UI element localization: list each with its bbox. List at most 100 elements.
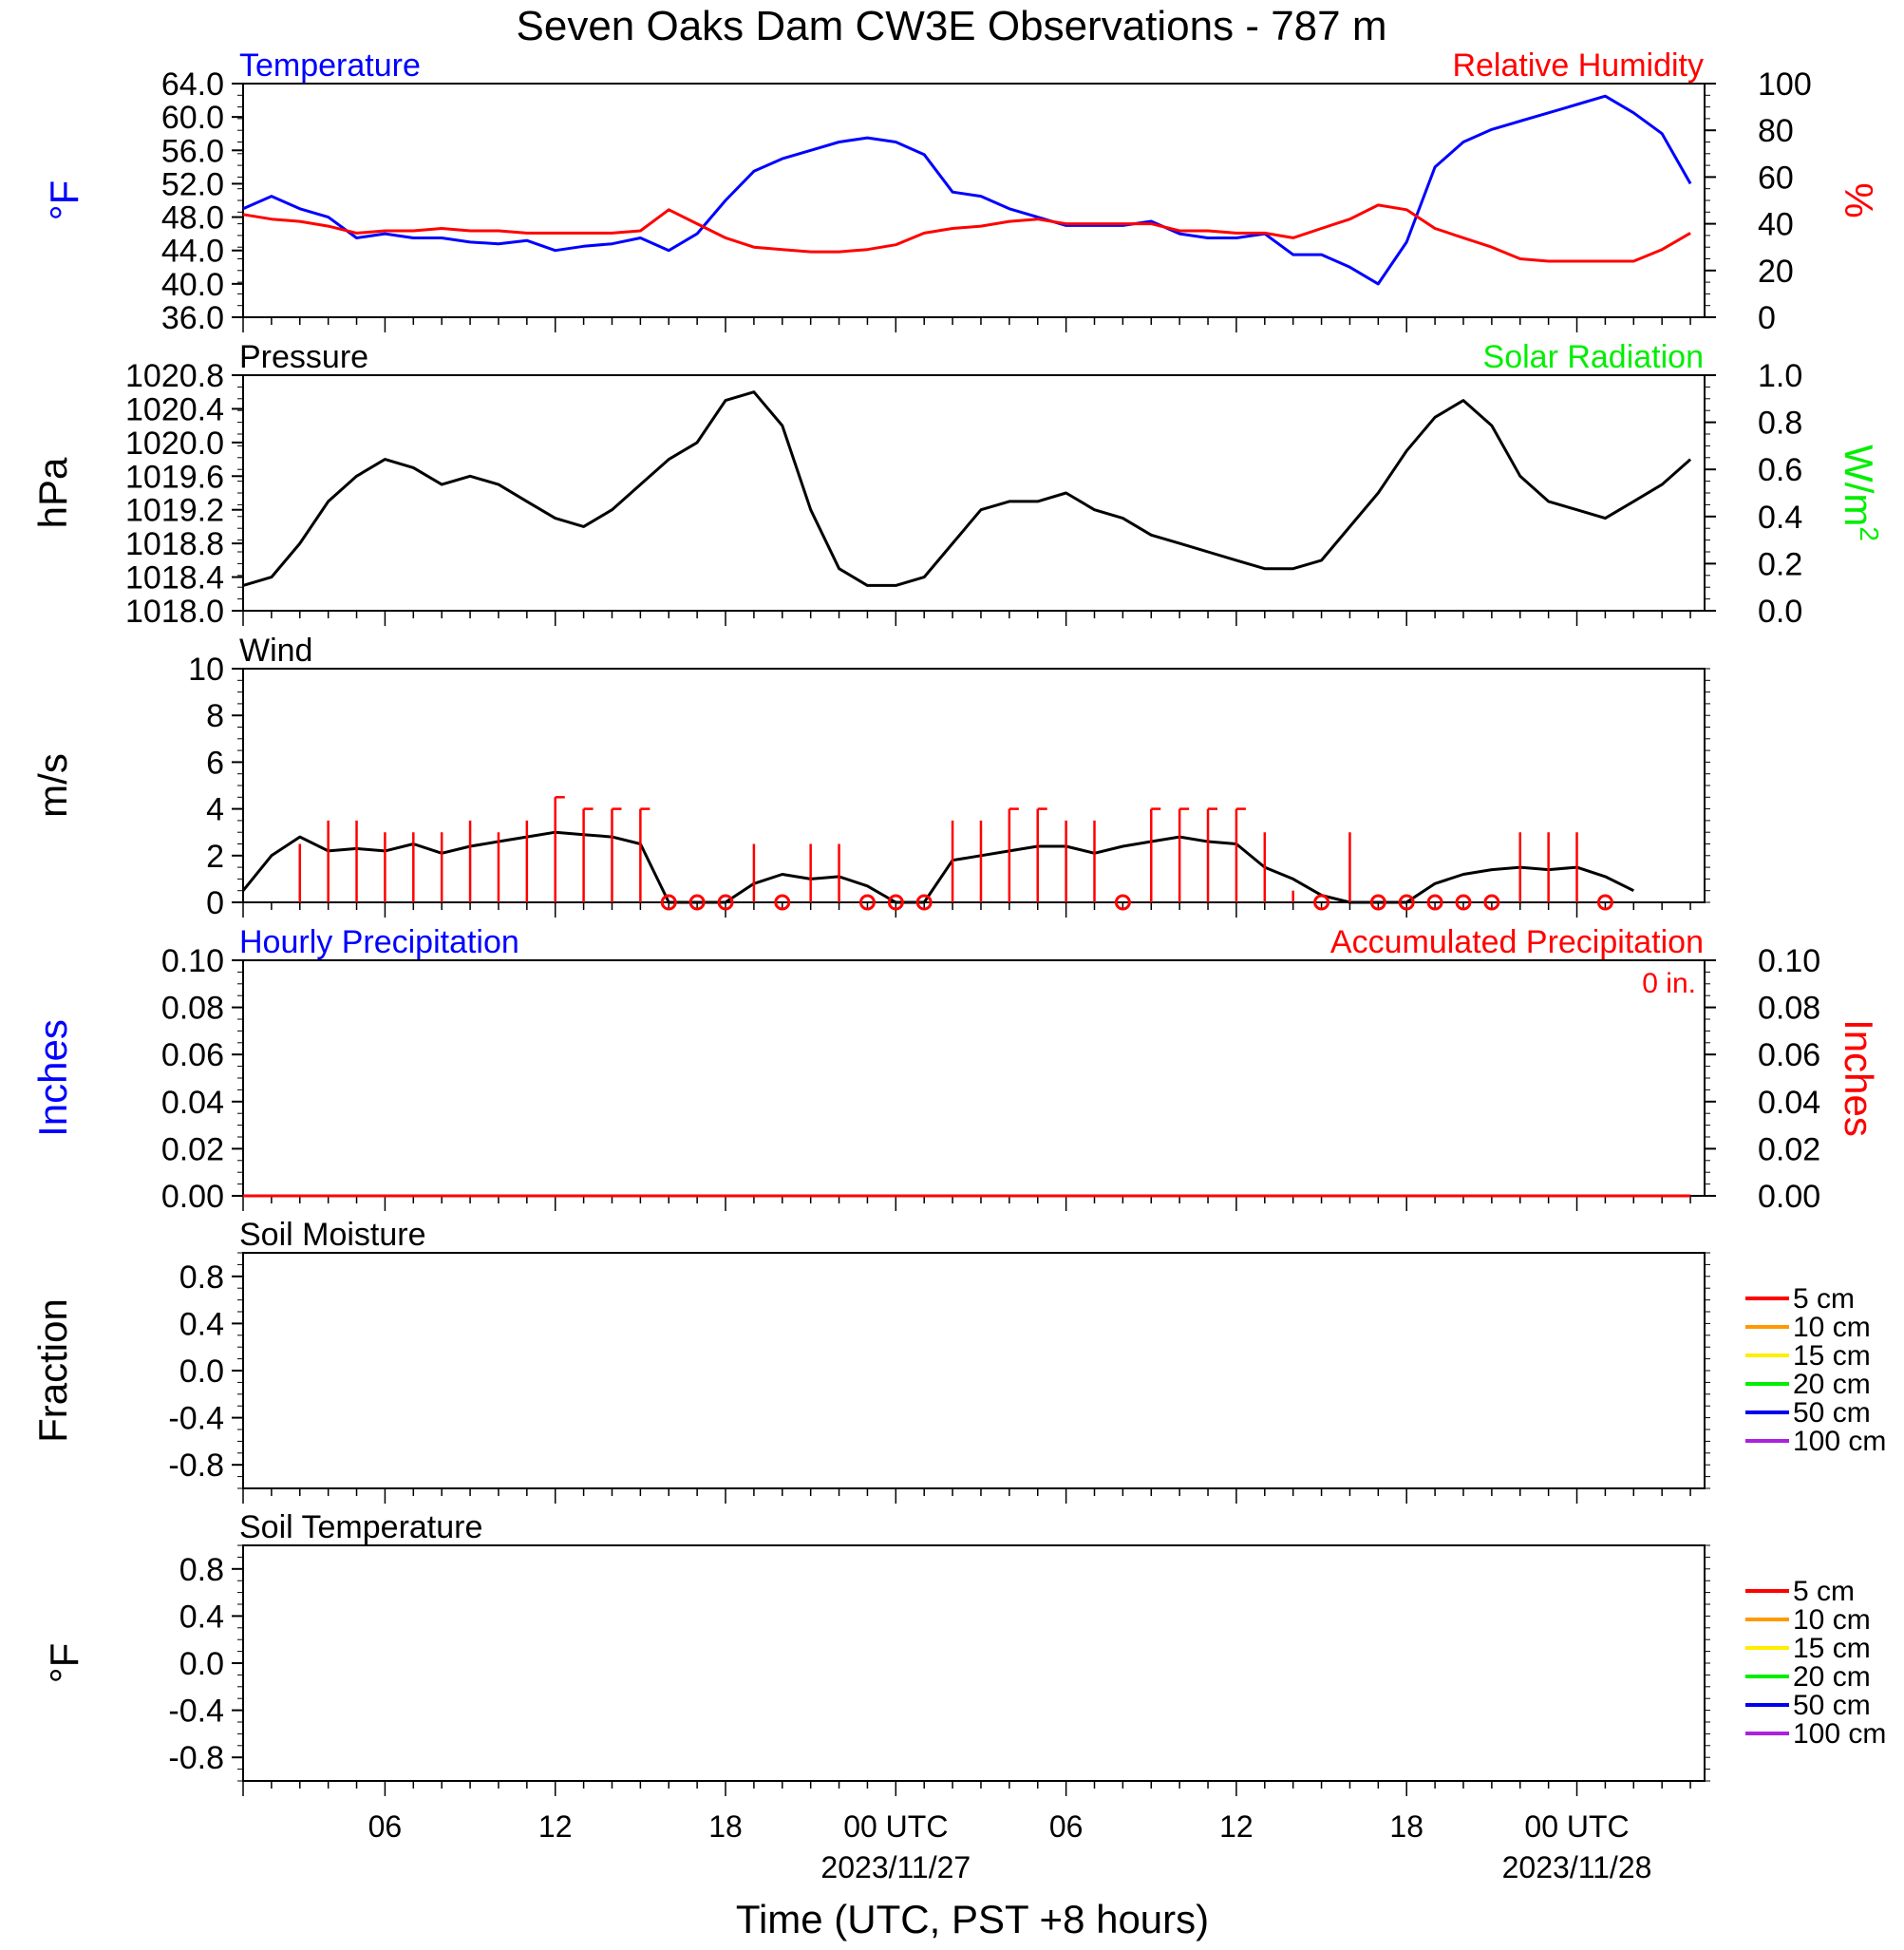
x-tick-date: 2023/11/27 — [820, 1850, 971, 1884]
x-axis-label: Time (UTC, PST +8 hours) — [736, 1897, 1209, 1941]
y-tick-label-left: 0.8 — [179, 1552, 224, 1588]
y-tick-label-left: 56.0 — [161, 133, 224, 169]
panel-temperature: Temperature Relative Humidity 64.060.056.0… — [42, 47, 1881, 336]
y-tick-label-left: 4 — [206, 792, 224, 828]
y-tick-label-left: 0.4 — [179, 1306, 224, 1342]
y-axis-label-left: m/s — [30, 753, 75, 818]
y-tick-label-left: 0.08 — [161, 991, 224, 1027]
y-tick-label-left: 36.0 — [161, 300, 224, 336]
plot-frame — [242, 374, 1706, 612]
legend-label: 20 cm — [1793, 1661, 1871, 1693]
y-axis-label-left: °F — [42, 180, 86, 220]
legend-label: 5 cm — [1793, 1283, 1855, 1315]
y-tick-label-left: 44.0 — [161, 234, 224, 270]
panel-title-left: Temperature — [239, 47, 421, 84]
panel-title-left: Pressure — [239, 339, 368, 375]
wind-barb-calm — [1313, 894, 1330, 911]
y-tick-label-left: 1018.8 — [125, 526, 224, 562]
wind-barb-calm — [1114, 894, 1131, 911]
y-tick-label-left: 8 — [206, 698, 224, 734]
wind-barb-calm — [1455, 894, 1472, 911]
plot-frame — [242, 1544, 1706, 1782]
y-tick-label-left: 0.10 — [161, 943, 224, 979]
wind-barb-calm — [660, 894, 677, 911]
y-tick-label-left: 0.02 — [161, 1131, 224, 1167]
wind-barb-calm — [1369, 894, 1386, 911]
y-axis-label-left: Fraction — [30, 1298, 75, 1443]
wind-barb-calm — [1483, 894, 1500, 911]
series-line-wind — [241, 830, 1634, 904]
series-line-relative-humidity — [242, 203, 1691, 263]
panel-title-left: Hourly Precipitation — [239, 924, 519, 960]
wind-barb-calm — [858, 894, 876, 911]
y-tick-label-right: 80 — [1758, 113, 1794, 149]
x-tick-label: 18 — [708, 1809, 743, 1844]
y-tick-label-left: 6 — [206, 745, 224, 781]
wind-barb-calm — [915, 894, 933, 911]
wind-barb-calm — [1398, 894, 1415, 911]
y-tick-label-right: 20 — [1758, 254, 1794, 290]
x-tick-label: 06 — [1049, 1809, 1084, 1844]
y-tick-label-left: 0.0 — [179, 1354, 224, 1390]
x-tick-label: 18 — [1389, 1809, 1423, 1844]
x-tick-label: 00 UTC — [1524, 1809, 1629, 1844]
panel-soil-moisture: Soil Moisture 0.8 0.4 0.0 -0.4 -0.8 Fraction 5 … — [30, 1217, 1886, 1504]
y-tick-label-right: 0.04 — [1758, 1085, 1820, 1121]
y-tick-label-right: 0.2 — [1758, 546, 1802, 582]
panel-title-left: Soil Temperature — [239, 1509, 482, 1545]
y-tick-label-right: 60 — [1758, 160, 1794, 196]
y-tick-label-right: 40 — [1758, 207, 1794, 243]
panel-title-right: Solar Radiation — [1483, 339, 1704, 375]
panel-title-right: Accumulated Precipitation — [1330, 924, 1704, 960]
y-axis-label-superscript: 2 — [1855, 526, 1884, 541]
panel-title-left: Wind — [239, 633, 312, 669]
y-tick-label-right: 0.08 — [1758, 991, 1820, 1027]
wind-barb-calm — [1426, 894, 1443, 911]
y-tick-label-left: 1019.6 — [125, 459, 224, 495]
wind-barb-calm — [887, 894, 904, 911]
y-tick-label-left: 1018.0 — [125, 594, 224, 630]
legend-label: 50 cm — [1793, 1397, 1871, 1429]
panel-wind: Wind 10 8 6 4 2 0 m/s — [30, 633, 1710, 921]
y-tick-label-right: 1.0 — [1758, 358, 1802, 394]
y-tick-label-right: 0.4 — [1758, 500, 1802, 536]
x-tick-date: 2023/11/28 — [1502, 1850, 1652, 1884]
y-tick-label-left: 1019.2 — [125, 493, 224, 529]
wind-barb-calm — [774, 894, 791, 911]
series-line-pressure — [242, 390, 1692, 587]
y-tick-label-left: 0.04 — [161, 1085, 224, 1121]
accumulated-total: 0 in. — [1642, 968, 1696, 999]
plot-frame — [242, 83, 1706, 318]
y-tick-label-left: 0.06 — [161, 1037, 224, 1073]
y-tick-label-left: 1020.8 — [125, 358, 224, 394]
y-tick-label-left: -0.4 — [168, 1401, 224, 1437]
y-tick-label-left: 40.0 — [161, 267, 224, 303]
x-axis-ticks: 06 12 18 00 UTC 2023/11/27 06 12 18 00 UTC 2023/1… — [368, 1809, 1652, 1884]
y-tick-label-left: 48.0 — [161, 200, 224, 237]
panel-hourly-precipitation: Hourly Precipitation Accumulated Precipit… — [30, 924, 1881, 1215]
y-tick-label-right: 100 — [1758, 66, 1812, 103]
y-tick-label-left: 1020.4 — [125, 391, 224, 427]
y-axis-label-left: hPa — [30, 457, 75, 528]
y-tick-label-left: 2 — [206, 839, 224, 875]
x-tick-label: 00 UTC — [843, 1809, 948, 1844]
y-tick-label-left: -0.8 — [168, 1740, 224, 1776]
wind-barb-calm — [717, 894, 734, 911]
plot-frame — [242, 668, 1706, 903]
y-tick-label-left: -0.4 — [168, 1694, 224, 1730]
y-axis-label-right: Inches — [1837, 1019, 1881, 1137]
panels-group: Temperature Relative Humidity64.060.056.0… — [30, 47, 1886, 1796]
y-tick-label-left: 10 — [188, 652, 224, 688]
y-tick-label-right: 0.02 — [1758, 1131, 1820, 1167]
y-tick-label-left: 0 — [206, 885, 224, 921]
legend-label: 10 cm — [1793, 1604, 1871, 1636]
y-axis-label-left: °F — [42, 1643, 86, 1683]
y-tick-label-right: 0.0 — [1758, 594, 1802, 630]
y-tick-label-left: 64.0 — [161, 66, 224, 103]
y-tick-label-left: 52.0 — [161, 166, 224, 202]
panel-pressure: Pressure Solar Radiation 1020.81020.41020.… — [30, 339, 1884, 630]
y-tick-label-left: 1018.4 — [125, 560, 224, 596]
plot-frame — [242, 1252, 1706, 1489]
